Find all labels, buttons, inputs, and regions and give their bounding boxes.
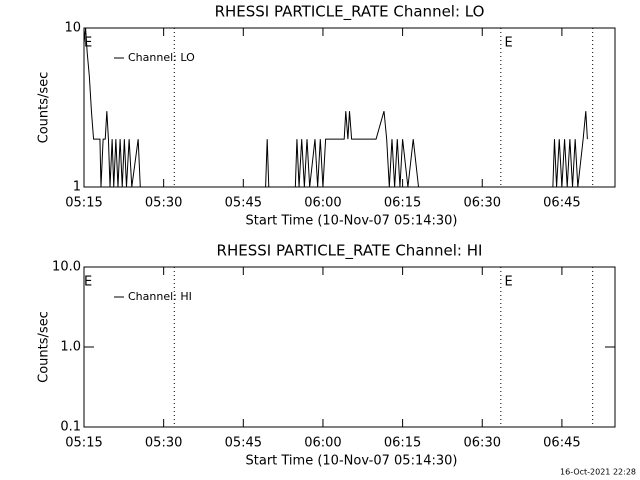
x-tick-label: 05:45 xyxy=(225,196,262,211)
y-tick-label: 1.0 xyxy=(60,340,81,355)
annotation: E xyxy=(84,275,92,290)
x-tick-label: 06:00 xyxy=(304,196,341,211)
x-tick-label: 06:15 xyxy=(384,436,421,451)
y-tick-label: 0.1 xyxy=(60,420,81,435)
legend-label: Channel: LO xyxy=(128,51,195,64)
x-tick-label: 05:15 xyxy=(65,196,102,211)
x-axis-label: Start Time (10-Nov-07 05:14:30) xyxy=(246,214,458,229)
x-tick-label: 06:45 xyxy=(543,196,580,211)
annotation: E xyxy=(84,36,92,51)
data-line xyxy=(83,27,588,188)
y-axis-label: Counts/sec xyxy=(37,72,52,144)
y-tick-label: 10.0 xyxy=(52,260,81,275)
annotation: E xyxy=(505,275,513,290)
x-tick-label: 06:15 xyxy=(384,196,421,211)
footer: 16-Oct-2021 22:28 xyxy=(560,468,636,477)
x-axis-label: Start Time (10-Nov-07 05:14:30) xyxy=(246,454,458,469)
plot-frame xyxy=(83,27,616,188)
x-tick-label: 05:45 xyxy=(225,436,262,451)
annotation: E xyxy=(505,36,513,51)
x-tick-label: 05:30 xyxy=(145,436,182,451)
x-tick-label: 05:15 xyxy=(65,436,102,451)
x-tick-label: 06:30 xyxy=(464,436,501,451)
x-tick-label: 06:45 xyxy=(543,436,580,451)
x-tick-label: 05:30 xyxy=(145,196,182,211)
y-tick-label: 1 xyxy=(73,180,81,195)
x-tick-label: 06:30 xyxy=(464,196,501,211)
chart-title: RHESSI PARTICLE_RATE Channel: HI xyxy=(217,242,483,261)
y-tick-label: 10 xyxy=(64,21,81,36)
y-axis-label: Counts/sec xyxy=(37,311,52,383)
legend-label: Channel: HI xyxy=(128,290,192,303)
x-tick-label: 06:00 xyxy=(304,436,341,451)
chart-title: RHESSI PARTICLE_RATE Channel: LO xyxy=(215,3,485,22)
